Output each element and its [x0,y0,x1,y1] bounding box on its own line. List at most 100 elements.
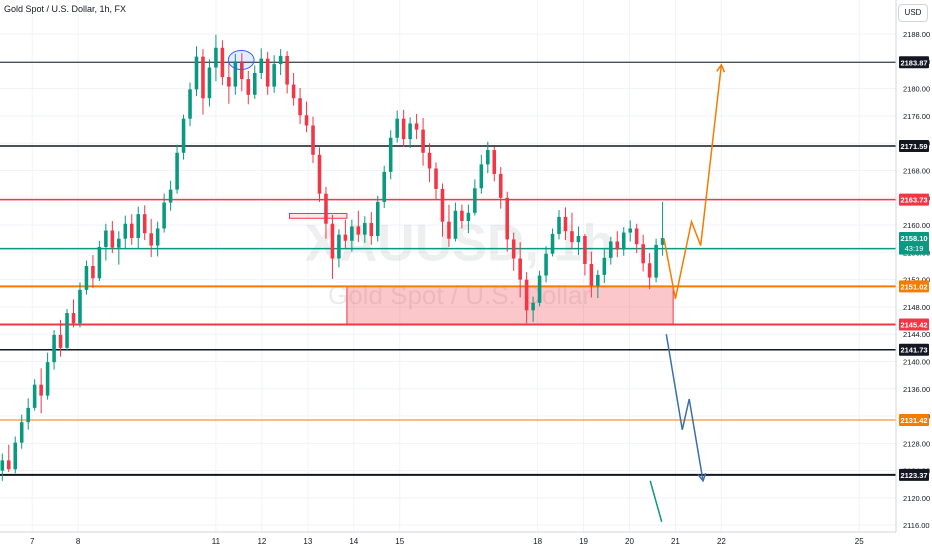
candle [149,218,153,258]
time-tick-label: 19 [579,537,588,546]
candle-body [524,279,529,311]
candle-body [84,266,89,290]
candle [550,228,555,257]
candle [272,55,276,93]
candle-body [32,384,37,408]
candle [201,49,205,115]
watermark: XAUUSD, 1h Gold Spot / U.S. Dollar [305,215,614,311]
level-price-text: 2171.59 [900,142,927,151]
candle [278,49,283,76]
candle [45,352,50,400]
candle [596,270,600,299]
level-price-label: 2183.87 [899,56,929,69]
time-axis[interactable]: 7 8 11 12 13 14 15 18 19 20 21 22 25 [0,531,896,550]
candle [246,70,251,105]
grid [0,0,896,532]
candle-body [26,407,30,423]
time-tick-label: 13 [303,537,312,546]
candle [660,201,665,256]
zones [288,212,674,326]
level-price-text: 2141.73 [900,346,927,355]
candle-body [505,197,509,240]
price-labels: 2183.872171.592163.732156.552151.022145.… [899,56,929,481]
candle-body [511,239,516,259]
candle-body [641,244,645,264]
candle-body [58,334,63,348]
time-tick-label: 21 [671,537,680,546]
price-tick-label: 2152.00 [903,276,930,285]
price-axis-bg [896,0,932,550]
candle-body [473,188,477,213]
candle [84,260,89,295]
candle [434,162,438,200]
level-price-text: 2183.87 [900,58,927,67]
candle [408,117,412,149]
candle-body [259,58,264,73]
price-tick-label: 2116.00 [903,521,930,530]
small-zone[interactable] [288,212,348,219]
candle [39,368,43,414]
highlight-ellipse[interactable] [227,49,255,71]
candle-body [19,422,24,443]
bearish-projection-path[interactable] [665,334,704,481]
price-tick-label: 2136.00 [903,385,930,394]
horizontal-lines[interactable] [0,61,896,476]
drawings[interactable] [227,49,726,523]
price-tick-label: 2128.00 [903,439,930,448]
candle-body [518,258,522,280]
candle [52,330,56,370]
candle-body [414,123,419,130]
candle [363,216,367,243]
candle [207,59,212,107]
candle [589,251,594,298]
candle [181,114,186,160]
candle-body [117,238,121,248]
currency-button[interactable]: USD [898,4,928,22]
candle-body [168,189,173,203]
time-tick-label: 8 [76,537,81,546]
candle [129,214,134,245]
candle [544,246,548,283]
candle [350,219,354,252]
candle-body [220,47,225,78]
candle-body [188,89,192,119]
candle [473,179,477,216]
candle-body [246,79,251,95]
candle [240,53,244,92]
candle [628,220,632,242]
candle [602,248,607,284]
candle [356,210,361,243]
candle-body [460,210,464,221]
level-price-text: 2151.02 [900,282,927,291]
candle-body [408,123,412,140]
candle [252,65,257,99]
candle [375,195,380,242]
level-price-bg [899,56,929,69]
price-tick-label: 2176.00 [903,112,930,121]
candle-body [52,334,56,363]
watermark-name: Gold Spot / U.S. Dollar [328,280,591,310]
candle [265,51,270,95]
candle [214,34,218,82]
price-tick-label: 2188.00 [903,30,930,39]
candle-body [350,226,354,241]
candle-body [71,313,76,324]
candle [576,226,581,256]
supply-demand-zone[interactable] [346,285,674,326]
candle-body [272,64,276,87]
candle-body [201,56,205,99]
teal-line[interactable] [649,480,663,523]
candle [298,87,302,125]
candle-body [375,201,380,236]
bullish-projection-path[interactable] [663,64,723,299]
candle-body [563,216,568,232]
candle [285,51,289,94]
price-axis[interactable]: 2188.002184.002180.002176.002172.002168.… [895,0,932,550]
candle-body [395,118,399,138]
candle-body [252,72,257,95]
candle [311,116,315,164]
chart-title: Gold Spot / U.S. Dollar, 1h, FX [4,4,127,14]
candle [155,221,160,257]
